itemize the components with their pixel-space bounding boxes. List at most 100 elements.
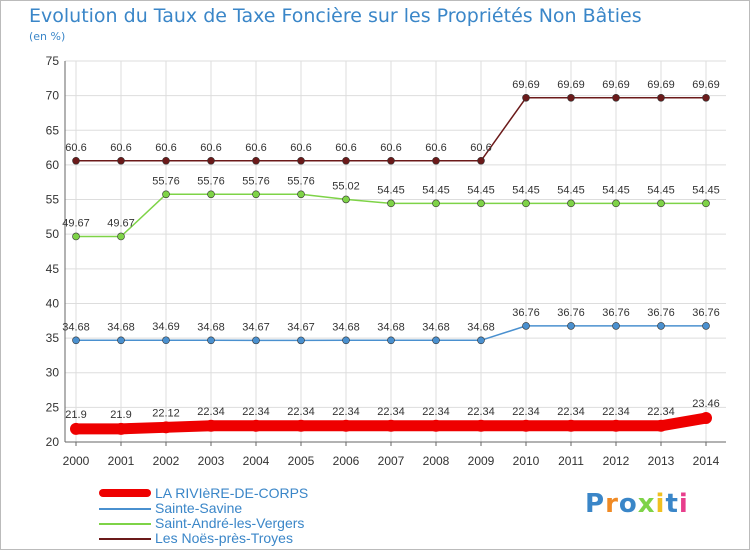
x-tick-label: 2007: [378, 454, 405, 468]
data-point: [342, 156, 350, 165]
data-point: [207, 156, 215, 165]
y-tick-label: 65: [46, 123, 60, 137]
data-label: 22.34: [377, 406, 405, 418]
data-label: 34.68: [377, 321, 405, 333]
data-label: 54.45: [692, 184, 720, 196]
data-label: 55.76: [287, 175, 315, 187]
data-point: [522, 199, 530, 208]
y-tick-label: 55: [46, 193, 60, 207]
data-label: 55.76: [197, 175, 225, 187]
data-point: [477, 199, 485, 208]
data-label: 22.12: [152, 407, 180, 419]
logo-letter: r: [605, 489, 619, 519]
data-label: 60.6: [65, 142, 86, 154]
data-point: [72, 156, 80, 165]
x-tick-label: 2002: [153, 454, 180, 468]
x-tick-label: 2008: [423, 454, 450, 468]
x-tick-label: 2011: [558, 454, 584, 468]
logo-letter: P: [585, 489, 606, 519]
y-tick-label: 30: [46, 366, 60, 380]
x-tick-label: 2013: [648, 454, 675, 468]
chart-unit-label: (en %): [29, 30, 66, 43]
data-point: [160, 421, 172, 434]
data-label: 60.6: [290, 142, 311, 154]
data-label: 54.45: [422, 184, 450, 196]
y-tick-label: 25: [46, 400, 60, 414]
data-label: 22.34: [512, 406, 540, 418]
data-point: [252, 190, 260, 199]
x-tick-label: 2009: [468, 454, 495, 468]
data-point: [115, 422, 127, 435]
data-point: [205, 419, 217, 432]
data-point: [72, 336, 80, 345]
data-point: [162, 190, 170, 199]
data-label: 69.69: [647, 79, 675, 91]
data-label: 23.46: [692, 398, 720, 410]
y-tick-label: 35: [46, 331, 60, 345]
data-point: [702, 93, 710, 102]
data-point: [295, 419, 307, 432]
data-point: [702, 199, 710, 208]
data-label: 54.45: [512, 184, 540, 196]
data-label: 55.76: [242, 175, 270, 187]
data-point: [567, 199, 575, 208]
data-point: [477, 336, 485, 345]
data-point: [252, 336, 260, 345]
x-tick-label: 2001: [108, 454, 135, 468]
data-label: 34.68: [197, 321, 225, 333]
data-label: 22.34: [422, 406, 450, 418]
logo-letter: t: [665, 489, 679, 519]
data-point: [387, 199, 395, 208]
data-label: 54.45: [377, 184, 405, 196]
data-label: 60.6: [245, 142, 266, 154]
data-point: [612, 93, 620, 102]
y-tick-label: 60: [46, 158, 60, 172]
data-label: 36.76: [647, 307, 675, 319]
data-label: 22.34: [467, 406, 495, 418]
y-tick-label: 20: [46, 435, 60, 449]
data-point: [432, 199, 440, 208]
logo-letter: x: [637, 489, 656, 519]
data-label: 22.34: [557, 406, 585, 418]
x-tick-label: 2014: [693, 454, 720, 468]
data-label: 34.68: [107, 321, 135, 333]
data-point: [430, 419, 442, 432]
y-tick-label: 75: [46, 54, 60, 68]
legend-swatch: [99, 538, 151, 540]
y-tick-label: 50: [46, 227, 60, 241]
data-label: 54.45: [467, 184, 495, 196]
data-label: 60.6: [200, 142, 221, 154]
logo-letter: o: [618, 489, 638, 519]
data-point: [387, 156, 395, 165]
data-label: 60.6: [155, 142, 176, 154]
legend-swatch: [99, 508, 151, 510]
data-point: [475, 419, 487, 432]
data-label: 22.34: [242, 406, 270, 418]
legend-label: Sainte-Savine: [155, 500, 243, 516]
data-point: [522, 322, 530, 330]
data-point: [612, 322, 620, 330]
data-label: 49.67: [107, 217, 135, 229]
data-point: [70, 422, 82, 435]
plot-area: [65, 61, 726, 442]
proxiti-logo: Proxiti: [585, 489, 689, 519]
data-point: [207, 190, 215, 199]
data-label: 22.34: [647, 406, 675, 418]
data-point: [117, 232, 125, 241]
data-label: 55.02: [332, 180, 360, 192]
data-point: [567, 93, 575, 102]
data-label: 21.9: [65, 409, 86, 421]
logo-letter: i: [655, 489, 666, 519]
data-point: [252, 156, 260, 165]
data-point: [250, 419, 262, 432]
data-label: 36.76: [692, 307, 720, 319]
data-label: 36.76: [512, 307, 540, 319]
data-label: 22.34: [332, 406, 360, 418]
data-point: [655, 419, 667, 432]
data-point: [520, 419, 532, 432]
legend-label: Saint-André-les-Vergers: [155, 515, 305, 531]
legend-label: LA RIVIèRE-DE-CORPS: [155, 485, 309, 501]
data-point: [297, 190, 305, 199]
x-tick-label: 2010: [513, 454, 540, 468]
